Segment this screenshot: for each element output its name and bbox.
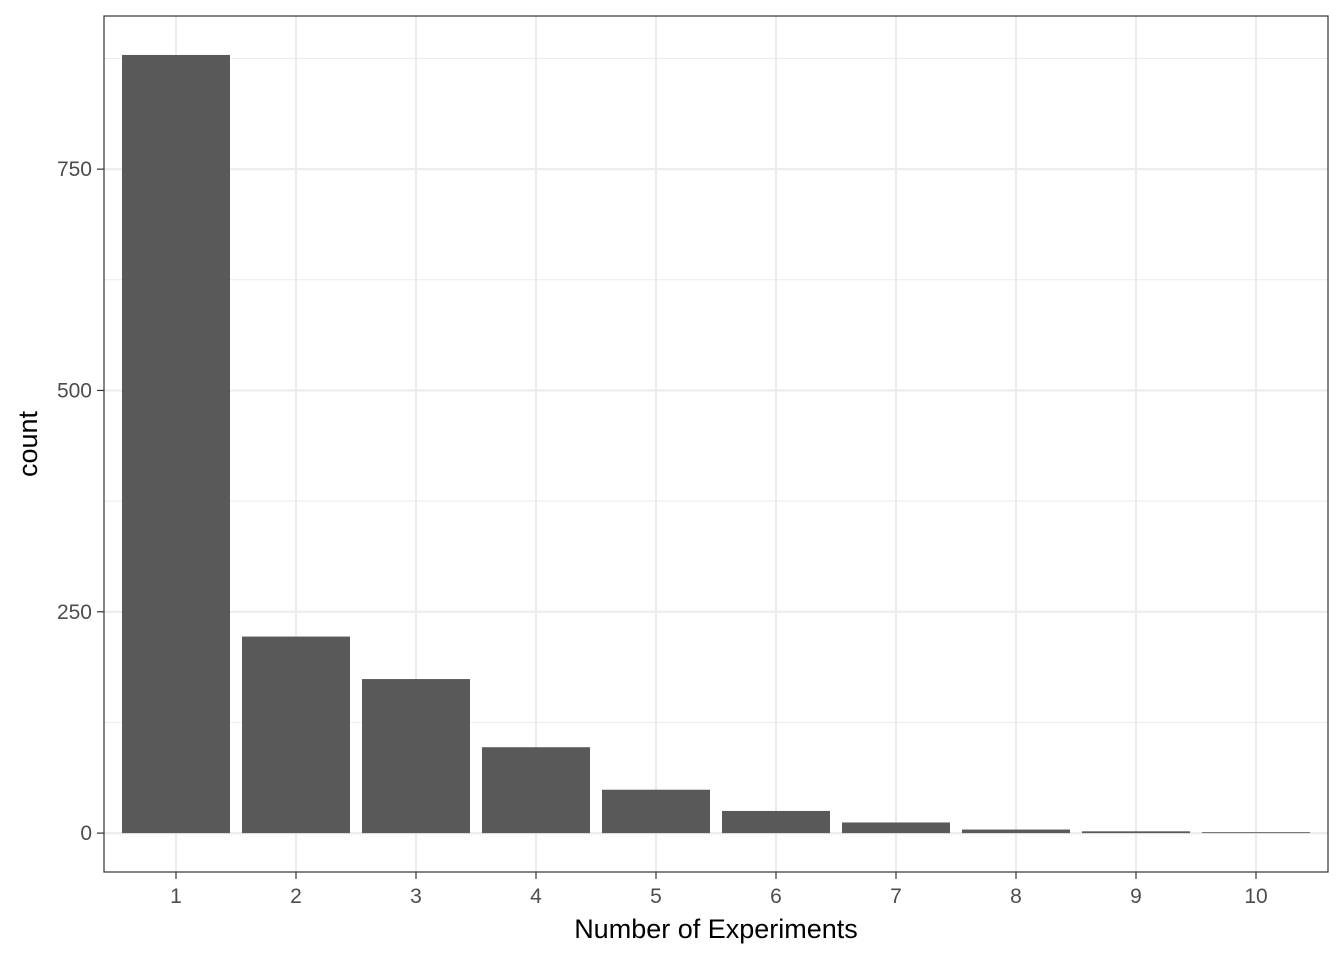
x-tick-label: 8 <box>1010 885 1022 908</box>
x-tick-label: 6 <box>770 885 782 908</box>
x-axis-title: Number of Experiments <box>574 914 858 944</box>
plot-border <box>103 15 1329 873</box>
bar-2 <box>242 636 350 834</box>
x-axis: 1 2 3 4 5 6 7 8 9 10 <box>170 872 1268 908</box>
x-tick-label: 5 <box>650 885 662 908</box>
bar-9 <box>1082 831 1190 834</box>
y-axis: 0 250 500 750 <box>57 158 104 845</box>
bar-10 <box>1202 832 1310 834</box>
x-tick-label: 3 <box>410 885 422 908</box>
bar-6 <box>722 810 830 834</box>
x-tick-label: 10 <box>1244 885 1267 908</box>
bar-4 <box>482 747 590 834</box>
x-tick-label: 1 <box>170 885 182 908</box>
x-tick-label: 4 <box>530 885 542 908</box>
x-tick-label: 9 <box>1130 885 1142 908</box>
bar-3 <box>362 679 470 834</box>
y-axis-title: count <box>13 410 43 477</box>
y-tick-label: 500 <box>57 379 92 402</box>
bar-7 <box>842 822 950 834</box>
bar-1 <box>122 54 230 834</box>
y-tick-label: 250 <box>57 601 92 624</box>
y-tick-label: 0 <box>80 822 92 845</box>
bars <box>122 54 1310 834</box>
x-tick-label: 7 <box>890 885 902 908</box>
x-tick-label: 2 <box>290 885 302 908</box>
y-tick-label: 750 <box>57 158 92 181</box>
bar-8 <box>962 829 1070 834</box>
bar-5 <box>602 789 710 834</box>
